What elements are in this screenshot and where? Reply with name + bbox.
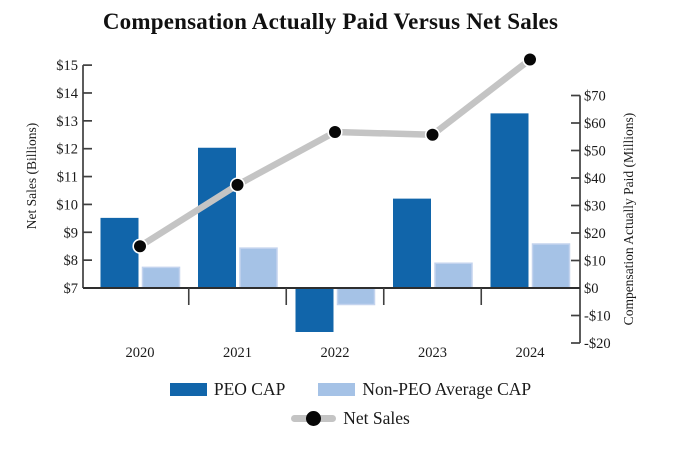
legend-item-net-sales: Net Sales xyxy=(291,408,410,429)
non-peo-cap-swatch xyxy=(318,383,356,396)
chart-title: Compensation Actually Paid Versus Net Sa… xyxy=(102,9,559,34)
legend-row-bars: PEO CAP Non-PEO Average CAP xyxy=(0,379,675,400)
net-sales-marker xyxy=(327,124,343,140)
left-axis-tick-label: $7 xyxy=(64,281,79,297)
left-axis-title: Net Sales (Billions) xyxy=(24,123,39,230)
right-axis-tick-label: -$20 xyxy=(584,336,611,352)
net-sales-marker-icon xyxy=(306,411,322,426)
right-axis-tick-label: $10 xyxy=(584,254,606,270)
left-axis-tick-label: $9 xyxy=(64,225,79,241)
left-axis-tick-label: $15 xyxy=(56,58,78,74)
net-sales-line-swatch xyxy=(291,411,337,426)
legend-item-non-peo-cap: Non-PEO Average CAP xyxy=(318,379,531,400)
peo-cap-bar xyxy=(100,217,139,288)
left-axis-tick-label: $10 xyxy=(56,197,78,213)
peo-cap-swatch xyxy=(169,383,207,396)
peo-cap-bar xyxy=(490,113,529,288)
net-sales-marker xyxy=(132,238,148,254)
x-axis-year-label: 2022 xyxy=(321,345,350,361)
right-axis-tick-label: $50 xyxy=(584,144,606,160)
non-peo-cap-bar xyxy=(434,262,473,289)
net-sales-marker xyxy=(522,51,538,68)
left-axis-tick-label: $12 xyxy=(56,142,78,158)
peo-cap-bar xyxy=(198,147,236,288)
right-axis-tick-label: $30 xyxy=(584,199,606,215)
right-axis-tick-label: -$10 xyxy=(584,309,611,325)
right-axis-tick-label: $0 xyxy=(584,281,599,297)
left-axis-tick-label: $11 xyxy=(57,170,78,186)
x-axis-year-label: 2024 xyxy=(516,345,546,361)
right-axis-tick-label: $70 xyxy=(584,89,606,105)
x-axis-year-label: 2021 xyxy=(223,345,252,361)
legend-item-peo-cap: PEO CAP xyxy=(169,379,286,400)
non-peo-cap-bar xyxy=(141,266,181,289)
non-peo-cap-bar xyxy=(336,287,376,306)
legend-label-peo-cap: PEO CAP xyxy=(213,379,286,399)
legend-row-line: Net Sales xyxy=(0,408,675,429)
net-sales-marker xyxy=(229,177,246,193)
non-peo-cap-bar xyxy=(239,247,278,289)
right-axis-tick-label: $60 xyxy=(584,116,606,132)
right-axis-title: Compensation Actually Paid (Millions) xyxy=(621,113,636,326)
left-axis-tick-label: $13 xyxy=(56,114,78,130)
net-sales-marker xyxy=(424,127,441,143)
peo-cap-bar xyxy=(295,288,334,332)
legend-label-net-sales: Net Sales xyxy=(343,408,410,428)
left-axis-tick-label: $8 xyxy=(64,253,79,269)
right-axis-tick-label: $20 xyxy=(584,226,606,242)
right-axis-tick-label: $40 xyxy=(584,171,606,187)
legend-label-non-peo-cap: Non-PEO Average CAP xyxy=(362,379,532,399)
x-axis-year-label: 2020 xyxy=(126,345,155,361)
x-axis-year-label: 2023 xyxy=(418,345,447,361)
peo-cap-bar xyxy=(393,198,431,288)
left-axis-tick-label: $14 xyxy=(56,86,79,102)
non-peo-cap-bar xyxy=(531,243,571,289)
